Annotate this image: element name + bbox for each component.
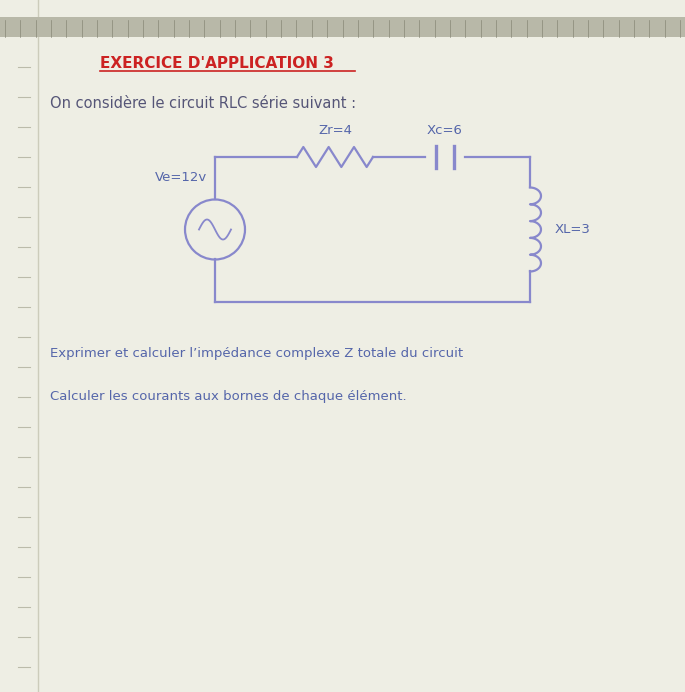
Text: Zr=4: Zr=4 xyxy=(318,124,352,137)
Text: Xc=6: Xc=6 xyxy=(427,124,463,137)
Text: Ve=12v: Ve=12v xyxy=(155,171,207,184)
FancyBboxPatch shape xyxy=(0,17,685,37)
Text: XL=3: XL=3 xyxy=(555,223,591,236)
Text: On considère le circuit RLC série suivant :: On considère le circuit RLC série suivan… xyxy=(50,96,356,111)
Text: EXERCICE D'APPLICATION 3: EXERCICE D'APPLICATION 3 xyxy=(100,57,334,71)
Text: Exprimer et calculer l’impédance complexe Z totale du circuit: Exprimer et calculer l’impédance complex… xyxy=(50,347,463,361)
Text: Calculer les courants aux bornes de chaque élément.: Calculer les courants aux bornes de chaq… xyxy=(50,390,407,403)
